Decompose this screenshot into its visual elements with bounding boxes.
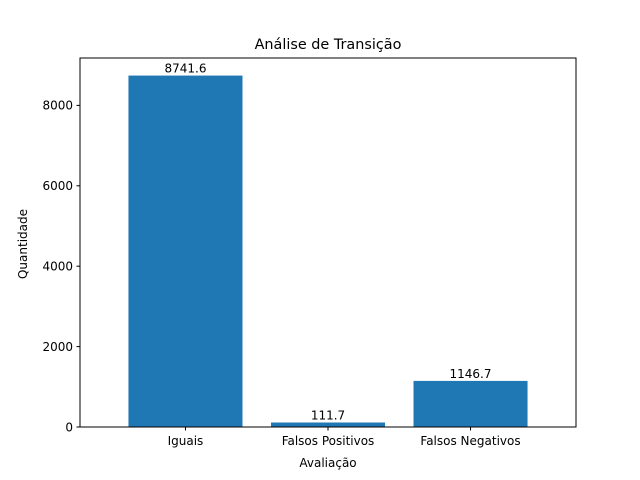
bar-falsos-positivos [270,422,386,427]
y-tick-label: 0 [65,420,73,434]
plot-area: 8741.6 111.7 1146.7 0 2000 4000 6000 8000 Iguais… [42,57,577,448]
y-tick-label: 8000 [42,99,73,113]
bar-falsos-negativos [413,380,528,427]
x-tick-label: Falsos Negativos [420,434,520,448]
y-axis-label: Quantidade [16,209,30,279]
data-label: 1146.7 [450,367,492,381]
bar-iguais [128,75,243,428]
x-axis-label: Avaliação [299,456,356,470]
data-label: 111.7 [311,409,345,423]
y-tick-label: 6000 [42,179,73,193]
x-tick-label: Iguais [168,434,204,448]
data-label: 8741.6 [164,62,206,76]
y-tick-label: 4000 [42,259,73,273]
chart-title: Análise de Transição [255,37,402,53]
y-tick-label: 2000 [42,340,73,354]
x-tick-label: Falsos Positivos [282,434,375,448]
